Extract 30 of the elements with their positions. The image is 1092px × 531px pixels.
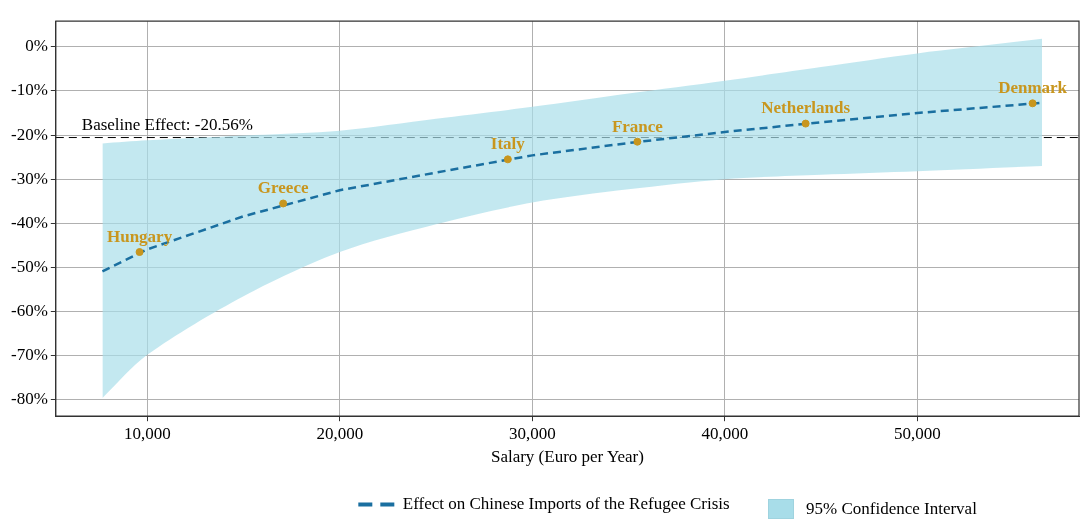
annotation: France <box>611 116 664 136</box>
annotation: Hungary <box>106 226 173 246</box>
annotation: Greece <box>257 178 309 198</box>
point <box>633 137 642 146</box>
x-axis-title: Salary (Euro per Year) <box>490 447 644 467</box>
ref-line-label: Baseline Effect: -20.56% <box>81 114 253 134</box>
point <box>279 199 288 208</box>
point <box>135 248 144 257</box>
x-tick-label: 50,000 <box>893 423 941 443</box>
legend-label: Effect on Chinese Imports of the Refugee Crisis <box>402 493 730 513</box>
y-tick-label: -50% <box>10 256 48 276</box>
point <box>801 119 810 128</box>
point <box>503 155 512 164</box>
annotation: Denmark <box>998 78 1068 98</box>
y-tick-label: -40% <box>10 212 48 232</box>
annotation: Italy <box>490 134 526 154</box>
y-tick-label: -30% <box>10 168 48 188</box>
x-tick-label: 30,000 <box>508 423 556 443</box>
y-tick-label: -60% <box>10 301 48 321</box>
x-tick-label: 40,000 <box>701 423 749 443</box>
y-tick-label: 0% <box>25 36 48 56</box>
y-tick-label: -70% <box>10 345 48 365</box>
y-tick-label: -20% <box>10 124 48 144</box>
text: 95% Confidence Interval <box>806 499 977 519</box>
y-tick-label: -80% <box>10 389 48 409</box>
x-tick-label: 20,000 <box>316 423 364 443</box>
annotation: Netherlands <box>761 98 851 118</box>
y-tick-label: -10% <box>10 80 48 100</box>
point <box>1028 99 1037 108</box>
x-tick-label: 10,000 <box>123 423 171 443</box>
